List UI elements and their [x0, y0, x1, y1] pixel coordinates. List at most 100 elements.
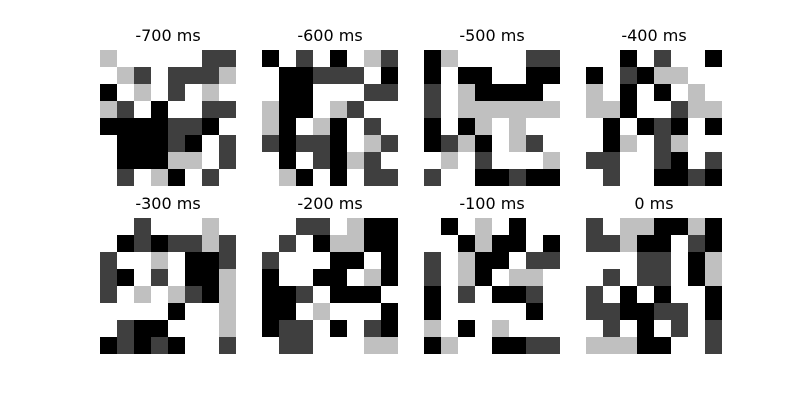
grid-cell [509, 252, 526, 269]
grid-cell [313, 269, 330, 286]
grid-cell [671, 337, 688, 354]
grid-cell [620, 152, 637, 169]
grid-cell [134, 169, 151, 186]
grid-cell [202, 169, 219, 186]
grid-cell [705, 169, 722, 186]
grid-cell [219, 84, 236, 101]
grid-cell [586, 218, 603, 235]
grid-cell [262, 235, 279, 252]
grid-cell [330, 152, 347, 169]
grid-cell [330, 67, 347, 84]
grid-cell [100, 67, 117, 84]
grid-cell [168, 101, 185, 118]
grid-cell [296, 152, 313, 169]
grid-cell [347, 50, 364, 67]
grid-cell [364, 50, 381, 67]
grid-cell [313, 218, 330, 235]
grid-cell [705, 101, 722, 118]
grid-cell [705, 152, 722, 169]
grid-cell [347, 169, 364, 186]
grid-cell [509, 101, 526, 118]
grid-cell [424, 252, 441, 269]
grid-cell [603, 67, 620, 84]
grid-cell [134, 50, 151, 67]
grid-cell [475, 269, 492, 286]
grid-cell [100, 84, 117, 101]
grid-cell [526, 135, 543, 152]
grid-cell [279, 320, 296, 337]
grid-cell [381, 252, 398, 269]
panel-title: -700 ms [98, 26, 238, 46]
grid-cell [168, 337, 185, 354]
grid-cell [219, 169, 236, 186]
grid-cell [543, 235, 560, 252]
grid-cell [637, 101, 654, 118]
grid-cell [364, 118, 381, 135]
grid-cell [347, 152, 364, 169]
grid-cell [202, 118, 219, 135]
grid-cell [185, 218, 202, 235]
grid-cell [296, 269, 313, 286]
grid-cell [219, 50, 236, 67]
grid-cell [458, 135, 475, 152]
grid-cell [185, 118, 202, 135]
grid-cell [492, 235, 509, 252]
grid-cell [381, 337, 398, 354]
grid-cell [603, 235, 620, 252]
grid-cell [475, 235, 492, 252]
grid-cell [168, 269, 185, 286]
grid-cell [620, 235, 637, 252]
grid-cell [458, 50, 475, 67]
grid-cell [117, 152, 134, 169]
grid-cell [620, 50, 637, 67]
grid-cell [262, 286, 279, 303]
grid-cell [509, 135, 526, 152]
grid-cell [441, 101, 458, 118]
grid-cell [441, 118, 458, 135]
grid-cell [526, 286, 543, 303]
grid-cell [492, 169, 509, 186]
grid-cell [543, 152, 560, 169]
grid-cell [424, 101, 441, 118]
grid-cell [543, 303, 560, 320]
grid-cell [313, 118, 330, 135]
grid-cell [330, 169, 347, 186]
grid-cell [543, 118, 560, 135]
grid-cell [492, 101, 509, 118]
grid-cell [441, 269, 458, 286]
grid-cell [458, 320, 475, 337]
grid-cell [620, 252, 637, 269]
grid-cell [168, 252, 185, 269]
grid-cell [526, 67, 543, 84]
grid-cell [134, 118, 151, 135]
grid-cell [364, 101, 381, 118]
grid-cell [151, 303, 168, 320]
grid-cell [705, 286, 722, 303]
grid-cell [654, 286, 671, 303]
grid-cell [100, 135, 117, 152]
grid-cell [168, 152, 185, 169]
grid-cell [117, 84, 134, 101]
grid-cell [705, 135, 722, 152]
grid-cell [586, 101, 603, 118]
grid-cell [526, 337, 543, 354]
grid-cell [543, 337, 560, 354]
grid-cell [313, 169, 330, 186]
grid-cell [100, 337, 117, 354]
grid-cell [279, 135, 296, 152]
grid-cell [458, 67, 475, 84]
grid-cell [262, 135, 279, 152]
grid-cell [151, 218, 168, 235]
grid-cell [475, 286, 492, 303]
grid-cell [296, 252, 313, 269]
grid-cell [620, 269, 637, 286]
grid-cell [543, 252, 560, 269]
grid-cell [168, 303, 185, 320]
grid-cell [586, 286, 603, 303]
grid-cell [168, 286, 185, 303]
grid-cell [458, 252, 475, 269]
grid-cell [458, 269, 475, 286]
grid-cell [441, 218, 458, 235]
grid-cell [526, 269, 543, 286]
